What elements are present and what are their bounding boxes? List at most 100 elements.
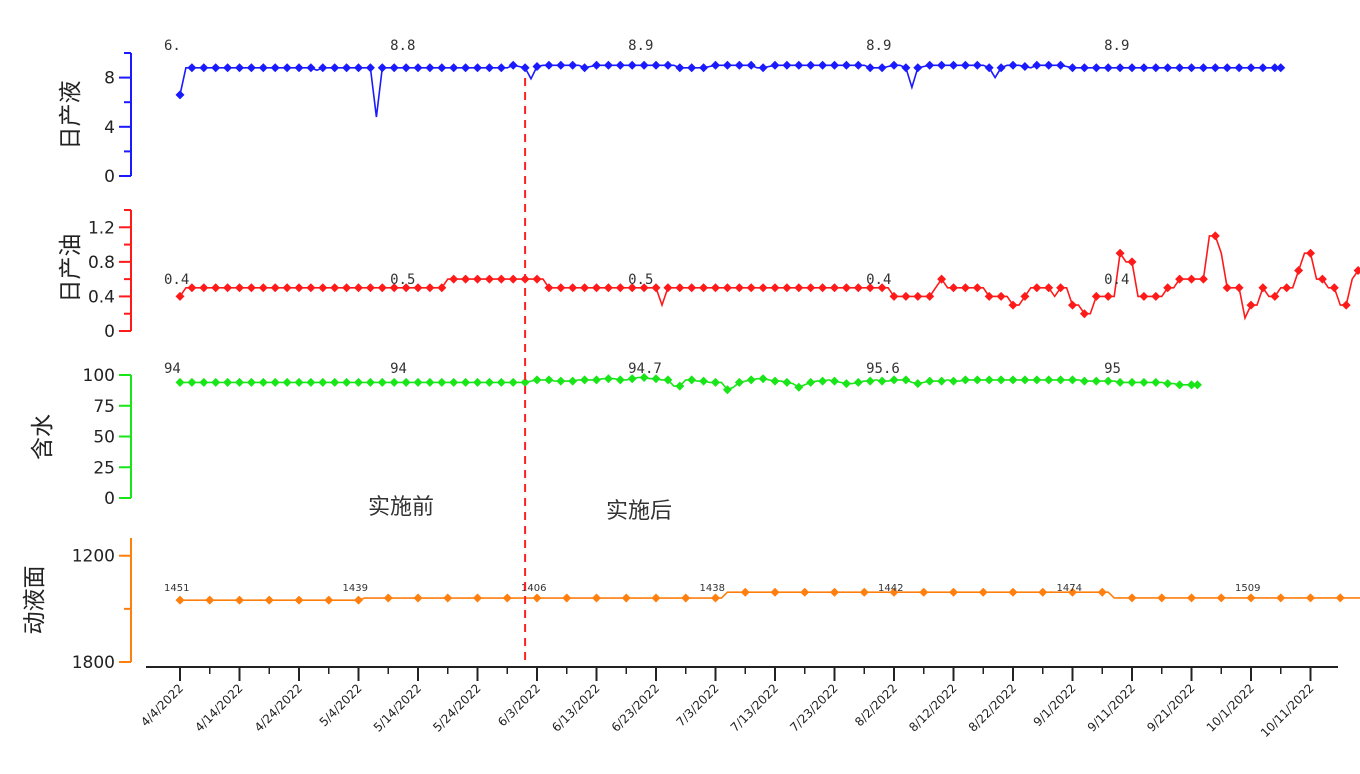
watercut-data-point xyxy=(651,374,661,384)
oil-series-line xyxy=(179,235,1360,321)
liquid-data-point xyxy=(794,60,804,70)
liquid-data-point xyxy=(568,60,578,70)
level-data-point xyxy=(264,595,274,605)
oil-data-point xyxy=(211,283,221,293)
liquid-data-point xyxy=(1091,63,1101,73)
liquid-data-point xyxy=(865,63,875,73)
oil-data-point xyxy=(175,291,185,301)
liquid-annotation: 8.8 xyxy=(390,38,415,54)
watercut-data-point xyxy=(246,377,256,387)
level-y-tick-label: 1800 xyxy=(72,653,115,673)
oil-data-point xyxy=(199,283,209,293)
panel-level: 1200 1800 动液面 1451 1439 1406 1438 1442 1474 1509 xyxy=(22,538,1360,673)
liquid-data-point xyxy=(270,63,280,73)
watercut-annotation: 95 xyxy=(1104,361,1121,377)
oil-y-tick-label: 0.8 xyxy=(88,253,115,273)
oil-data-point xyxy=(1282,283,1292,293)
liquid-data-point xyxy=(913,63,923,73)
note-after: 实施后 xyxy=(606,499,672,524)
oil-data-point xyxy=(1139,291,1149,301)
watercut-data-point xyxy=(937,376,947,386)
watercut-data-point xyxy=(258,377,268,387)
liquid-data-point xyxy=(877,63,887,73)
watercut-data-point xyxy=(449,377,459,387)
oil-data-point xyxy=(722,283,732,293)
watercut-data-point xyxy=(699,376,709,386)
liquid-data-point xyxy=(937,60,947,70)
watercut-data-point xyxy=(520,377,530,387)
oil-data-point xyxy=(449,274,459,284)
level-data-point xyxy=(294,595,304,605)
oil-data-point xyxy=(972,283,982,293)
oil-data-point xyxy=(996,291,1006,301)
level-data-point xyxy=(889,587,899,597)
liquid-data-point xyxy=(1103,63,1113,73)
level-data-point xyxy=(592,593,601,603)
oil-data-point xyxy=(473,274,482,284)
liquid-data-point xyxy=(627,60,637,70)
watercut-data-point xyxy=(306,377,316,387)
oil-data-point xyxy=(1187,274,1196,284)
liquid-data-point xyxy=(770,60,780,70)
oil-data-point xyxy=(949,283,958,293)
oil-y-tick-label: 0.4 xyxy=(88,287,115,307)
oil-data-point xyxy=(258,283,268,293)
liquid-data-point xyxy=(246,63,256,73)
oil-data-point xyxy=(532,274,542,284)
oil-data-point xyxy=(556,283,566,293)
watercut-data-point xyxy=(925,376,935,386)
oil-data-point xyxy=(354,283,363,293)
oil-data-point xyxy=(484,274,494,284)
oil-data-point xyxy=(699,283,709,293)
liquid-data-point xyxy=(473,63,482,73)
watercut-data-point xyxy=(580,375,590,385)
liquid-data-point xyxy=(699,63,709,73)
x-tick-label: 8/2/2022 xyxy=(852,681,900,729)
watercut-data-point xyxy=(401,377,411,387)
watercut-data-point xyxy=(984,375,994,385)
liquid-data-point xyxy=(425,63,435,73)
oil-data-point xyxy=(853,283,863,293)
liquid-data-point xyxy=(211,63,221,73)
liquid-data-point xyxy=(1258,63,1268,73)
watercut-data-point xyxy=(294,377,304,387)
x-tick-label: 5/4/2022 xyxy=(317,681,365,729)
level-data-point xyxy=(1187,593,1196,603)
liquid-data-point xyxy=(1151,63,1161,73)
oil-data-point xyxy=(496,274,506,284)
oil-data-point xyxy=(1056,283,1066,293)
watercut-data-point xyxy=(711,377,720,387)
liquid-data-point xyxy=(1127,63,1137,73)
note-before: 实施前 xyxy=(368,495,434,520)
watercut-data-point xyxy=(996,375,1006,385)
oil-annotation: 0.4 xyxy=(1104,272,1129,288)
liquid-data-point xyxy=(830,60,839,70)
watercut-data-point xyxy=(354,377,363,387)
watercut-data-point xyxy=(794,382,804,392)
x-tick-label: 6/3/2022 xyxy=(495,681,543,729)
level-data-point xyxy=(740,587,750,597)
liquid-data-point xyxy=(592,60,601,70)
oil-data-point xyxy=(937,274,947,284)
liquid-data-point xyxy=(639,60,649,70)
liquid-data-point xyxy=(853,60,863,70)
liquid-data-point xyxy=(330,63,340,73)
watercut-data-point xyxy=(1175,380,1185,390)
oil-data-point xyxy=(437,283,447,293)
oil-data-point xyxy=(223,283,233,293)
level-y-tick-label: 1200 xyxy=(72,547,115,567)
x-tick-label: 9/21/2022 xyxy=(1144,681,1197,734)
watercut-data-point xyxy=(901,375,911,385)
liquid-data-point xyxy=(461,63,471,73)
watercut-data-point xyxy=(389,377,399,387)
level-data-point xyxy=(502,593,512,603)
oil-data-point xyxy=(687,283,697,293)
liquid-data-point xyxy=(758,63,768,73)
liquid-annotation: 8.9 xyxy=(866,38,891,54)
liquid-data-point xyxy=(1163,63,1173,73)
x-tick-label: 4/4/2022 xyxy=(138,681,186,729)
liquid-data-point xyxy=(675,63,685,73)
oil-data-point xyxy=(770,283,780,293)
watercut-data-point xyxy=(949,376,958,386)
oil-data-point xyxy=(758,283,768,293)
